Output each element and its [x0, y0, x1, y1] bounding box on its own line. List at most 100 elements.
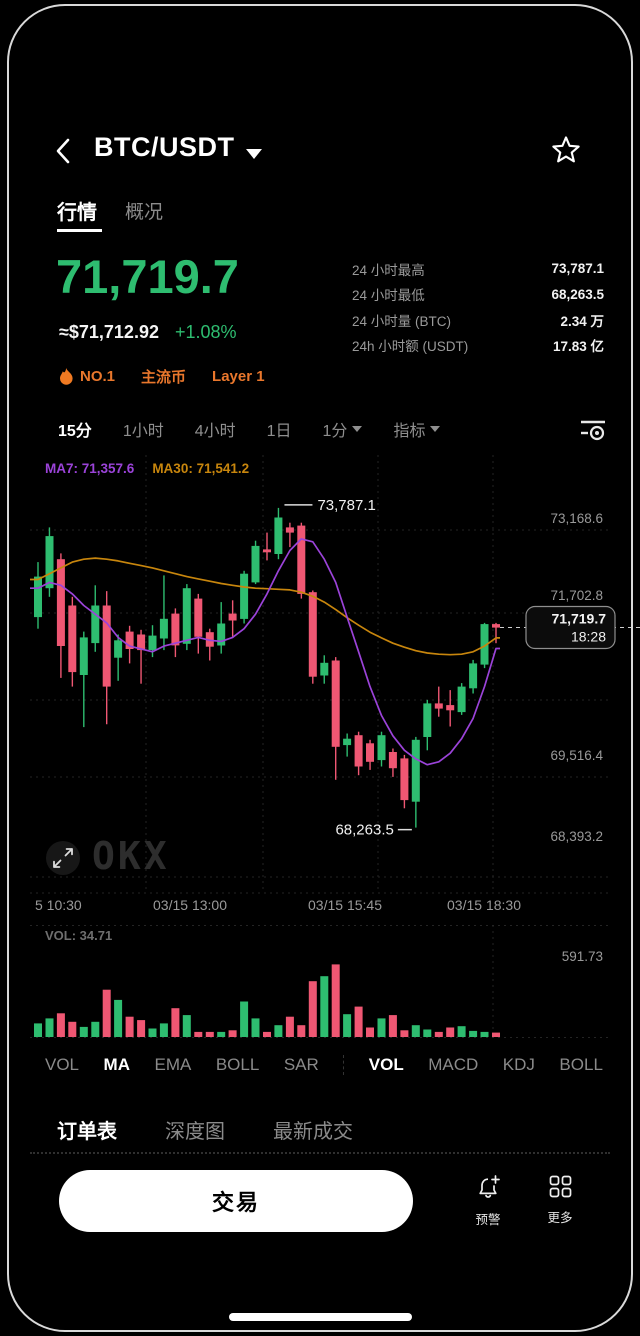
- alert-button[interactable]: 预警: [460, 1174, 516, 1228]
- y-axis-label: 71,702.8: [550, 588, 603, 603]
- timeframe-1小时[interactable]: 1小时: [122, 423, 164, 440]
- candle: [240, 570, 249, 624]
- volume-bar: [480, 1031, 489, 1037]
- stat-value: 2.34 万: [560, 313, 604, 329]
- candle: [56, 553, 65, 678]
- indicator-tab-row: VOL MA EMA BOLL SAR VOL MACD KDJ BOLL: [45, 1055, 603, 1075]
- candle: [331, 657, 340, 780]
- timeframe-15分[interactable]: 15分: [58, 423, 92, 440]
- indicator-tab-ema-2[interactable]: EMA: [154, 1055, 192, 1074]
- y-axis-label: 73,168.6: [550, 511, 603, 526]
- candle: [114, 634, 123, 681]
- candle: [343, 733, 352, 757]
- candle: [137, 629, 146, 684]
- timeframe-4小时[interactable]: 4小时: [194, 423, 236, 440]
- chart-settings-icon[interactable]: [578, 415, 608, 443]
- candle: [263, 532, 271, 561]
- indicator-tab-boll-3[interactable]: BOLL: [215, 1055, 260, 1074]
- badge-rank[interactable]: NO.1: [60, 368, 115, 385]
- candlestick-chart[interactable]: 73,787.1 68,263.5 71,719.7 18:28: [0, 455, 640, 895]
- candle: [388, 748, 397, 777]
- volume-bar: [251, 1018, 260, 1037]
- price-change: +1.08%: [174, 322, 237, 342]
- timeframe-指标[interactable]: 指标: [393, 417, 441, 441]
- indicator-tab-kdj-7[interactable]: KDJ: [502, 1055, 535, 1074]
- stat-row: 24 小时最高 73,787.1: [352, 256, 604, 282]
- stat-label: 24 小时量 (BTC): [352, 313, 452, 329]
- indicator-tab-vol-5[interactable]: VOL: [368, 1055, 404, 1074]
- volume-bar: [469, 1030, 478, 1037]
- more-button[interactable]: 更多: [532, 1174, 588, 1226]
- volume-chart[interactable]: [0, 925, 640, 1040]
- timeframe-1分[interactable]: 1分: [323, 417, 363, 441]
- volume-bar: [79, 1026, 88, 1037]
- tab-underline: [57, 229, 102, 232]
- volume-bar: [56, 1013, 65, 1037]
- stat-label: 24h 小时额 (USDT): [352, 339, 469, 355]
- indicator-tab-ma-1[interactable]: MA: [103, 1055, 130, 1074]
- badge-mainstream[interactable]: 主流币: [141, 369, 187, 386]
- svg-text:71,719.7: 71,719.7: [552, 611, 607, 627]
- timeframe-1日[interactable]: 1日: [266, 423, 292, 440]
- candle: [446, 690, 455, 727]
- volume-bar: [91, 1021, 100, 1037]
- volume-bar: [171, 1008, 180, 1037]
- candle: [91, 585, 100, 652]
- home-indicator[interactable]: [229, 1313, 412, 1321]
- candle: [354, 731, 363, 776]
- volume-bar: [114, 999, 123, 1037]
- candle: [182, 584, 191, 651]
- caret-down-icon: [430, 426, 441, 432]
- volume-bar: [194, 1031, 203, 1037]
- volume-bar: [148, 1028, 157, 1037]
- page-title[interactable]: BTC/USDT: [94, 132, 235, 162]
- last-price: 71,719.7: [56, 250, 239, 303]
- stat-row: 24h 小时额 (USDT) 17.83 亿: [352, 333, 604, 359]
- candle: [251, 540, 260, 585]
- indicator-tab-sar-4[interactable]: SAR: [283, 1055, 319, 1074]
- tab-market[interactable]: 行情: [57, 202, 97, 224]
- x-axis-label: 03/15 13:00: [153, 897, 227, 913]
- volume-max-label: 591.73: [561, 949, 603, 964]
- tab-latest-trades[interactable]: 最新成交: [273, 1121, 353, 1143]
- candle: [492, 622, 500, 644]
- volume-bar: [45, 1018, 54, 1037]
- tab-depth-chart[interactable]: 深度图: [165, 1121, 225, 1143]
- volume-bar: [434, 1031, 443, 1037]
- volume-bar: [400, 1030, 409, 1037]
- y-axis-label: 68,393.2: [550, 829, 603, 844]
- indicator-tab-macd-6[interactable]: MACD: [428, 1055, 479, 1074]
- badge-layer1[interactable]: Layer 1: [212, 368, 265, 385]
- candle: [45, 527, 54, 597]
- pair-dropdown-icon[interactable]: [246, 149, 262, 159]
- stat-label: 24 小时最高: [352, 262, 425, 278]
- badge-row: NO.1 主流币 Layer 1: [60, 366, 265, 387]
- candle: [194, 593, 203, 654]
- favorite-star-icon[interactable]: [550, 134, 582, 166]
- volume-bar: [182, 1015, 191, 1037]
- tab-overview[interactable]: 概况: [125, 202, 164, 223]
- volume-bar: [102, 989, 111, 1037]
- tab-order-book[interactable]: 订单表: [57, 1121, 117, 1143]
- candle: [411, 736, 420, 828]
- stat-value: 17.83 亿: [552, 339, 604, 355]
- volume-bar: [331, 964, 340, 1037]
- x-axis-label: 03/15 15:45: [308, 897, 382, 913]
- ma7-line: [30, 538, 500, 766]
- stat-row: 24 小时量 (BTC) 2.34 万: [352, 307, 604, 333]
- volume-bar: [308, 981, 317, 1037]
- fiat-price: ≈$71,712.92: [59, 322, 159, 342]
- volume-bar: [125, 1016, 134, 1037]
- candle: [274, 507, 283, 560]
- volume-bar: [457, 1026, 466, 1037]
- back-icon[interactable]: [50, 136, 76, 166]
- volume-bar: [217, 1031, 226, 1037]
- fullscreen-icon[interactable]: [45, 840, 81, 876]
- trade-button[interactable]: 交易: [59, 1170, 413, 1232]
- timeframe-row: 15分 1小时 4小时 1日 1分 指标: [58, 417, 441, 441]
- volume-bar: [240, 1001, 249, 1037]
- indicator-tab-vol-0[interactable]: VOL: [45, 1055, 80, 1074]
- candle: [125, 625, 134, 664]
- indicator-tab-boll-8[interactable]: BOLL: [559, 1055, 603, 1074]
